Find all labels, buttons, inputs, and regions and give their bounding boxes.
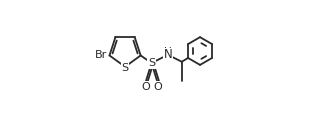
Text: O: O (153, 82, 162, 92)
Text: H: H (164, 47, 172, 57)
Text: S: S (148, 58, 155, 68)
Text: O: O (141, 82, 150, 92)
Text: Br: Br (95, 50, 108, 60)
Text: N: N (164, 48, 172, 61)
Text: S: S (122, 63, 129, 73)
